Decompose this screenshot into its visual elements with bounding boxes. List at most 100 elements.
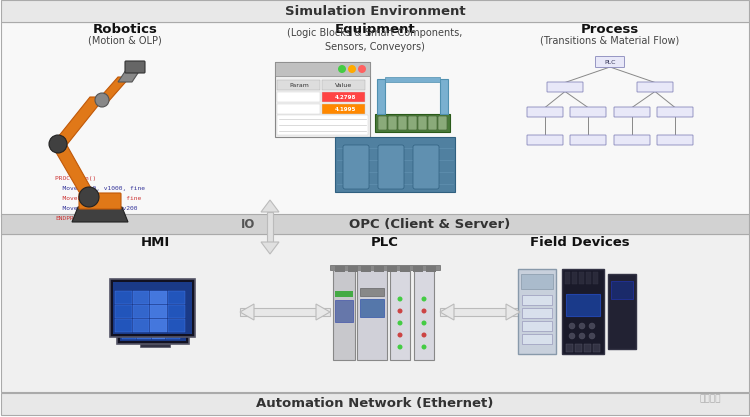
Text: Params: Params bbox=[289, 118, 309, 123]
FancyBboxPatch shape bbox=[527, 107, 563, 117]
Circle shape bbox=[95, 93, 109, 107]
Polygon shape bbox=[240, 304, 254, 320]
Polygon shape bbox=[261, 200, 279, 212]
Circle shape bbox=[569, 333, 575, 339]
FancyBboxPatch shape bbox=[122, 328, 136, 339]
FancyBboxPatch shape bbox=[440, 308, 520, 316]
FancyBboxPatch shape bbox=[570, 107, 606, 117]
FancyBboxPatch shape bbox=[140, 339, 170, 347]
FancyBboxPatch shape bbox=[596, 56, 625, 68]
Polygon shape bbox=[50, 142, 96, 197]
Circle shape bbox=[398, 309, 403, 314]
FancyBboxPatch shape bbox=[562, 269, 604, 354]
Circle shape bbox=[49, 135, 67, 153]
FancyBboxPatch shape bbox=[586, 272, 591, 284]
Text: 4.1995: 4.1995 bbox=[334, 106, 356, 111]
FancyBboxPatch shape bbox=[322, 92, 365, 102]
Text: PLC: PLC bbox=[371, 236, 399, 249]
Text: Robotics: Robotics bbox=[92, 23, 158, 35]
Circle shape bbox=[338, 65, 346, 73]
FancyBboxPatch shape bbox=[152, 328, 165, 339]
Text: Param: Param bbox=[289, 83, 309, 88]
FancyBboxPatch shape bbox=[611, 281, 633, 299]
Circle shape bbox=[398, 321, 403, 326]
FancyBboxPatch shape bbox=[377, 79, 385, 114]
FancyBboxPatch shape bbox=[547, 82, 583, 92]
FancyBboxPatch shape bbox=[1, 234, 749, 392]
FancyBboxPatch shape bbox=[240, 308, 330, 316]
FancyBboxPatch shape bbox=[330, 265, 440, 270]
Text: OPC (Client & Server): OPC (Client & Server) bbox=[350, 218, 511, 231]
FancyBboxPatch shape bbox=[440, 79, 448, 114]
FancyBboxPatch shape bbox=[335, 300, 353, 322]
FancyBboxPatch shape bbox=[1, 393, 749, 415]
Circle shape bbox=[79, 187, 99, 207]
FancyBboxPatch shape bbox=[387, 266, 397, 272]
FancyBboxPatch shape bbox=[335, 137, 455, 192]
FancyBboxPatch shape bbox=[527, 135, 563, 145]
FancyBboxPatch shape bbox=[408, 116, 417, 130]
FancyBboxPatch shape bbox=[657, 135, 693, 145]
FancyBboxPatch shape bbox=[614, 107, 650, 117]
FancyBboxPatch shape bbox=[150, 291, 167, 304]
FancyBboxPatch shape bbox=[333, 270, 355, 360]
FancyBboxPatch shape bbox=[360, 299, 384, 317]
FancyBboxPatch shape bbox=[168, 319, 184, 332]
Text: PLC: PLC bbox=[604, 60, 616, 65]
FancyBboxPatch shape bbox=[152, 303, 165, 314]
FancyBboxPatch shape bbox=[166, 315, 180, 327]
Polygon shape bbox=[96, 77, 130, 102]
FancyBboxPatch shape bbox=[277, 104, 320, 114]
FancyBboxPatch shape bbox=[1, 214, 749, 234]
FancyBboxPatch shape bbox=[150, 305, 167, 318]
FancyBboxPatch shape bbox=[360, 288, 384, 296]
FancyBboxPatch shape bbox=[115, 291, 132, 304]
Polygon shape bbox=[72, 207, 128, 222]
Polygon shape bbox=[118, 70, 140, 82]
Text: IO: IO bbox=[241, 218, 255, 231]
FancyBboxPatch shape bbox=[374, 266, 384, 272]
Circle shape bbox=[579, 323, 585, 329]
Text: MoveJ p10, v1000, fine: MoveJ p10, v1000, fine bbox=[55, 186, 145, 191]
Text: PROC main(): PROC main() bbox=[55, 176, 96, 181]
FancyBboxPatch shape bbox=[428, 116, 437, 130]
FancyBboxPatch shape bbox=[117, 292, 189, 344]
FancyBboxPatch shape bbox=[79, 193, 121, 209]
Text: ENDPROC: ENDPROC bbox=[55, 216, 81, 221]
FancyBboxPatch shape bbox=[657, 107, 693, 117]
FancyBboxPatch shape bbox=[375, 114, 450, 132]
Text: (Transitions & Material Flow): (Transitions & Material Flow) bbox=[540, 35, 680, 45]
FancyBboxPatch shape bbox=[277, 80, 320, 90]
FancyBboxPatch shape bbox=[426, 266, 436, 272]
FancyBboxPatch shape bbox=[521, 274, 553, 289]
FancyBboxPatch shape bbox=[398, 116, 407, 130]
FancyBboxPatch shape bbox=[120, 295, 186, 341]
FancyBboxPatch shape bbox=[115, 319, 132, 332]
FancyBboxPatch shape bbox=[136, 303, 151, 314]
FancyBboxPatch shape bbox=[593, 272, 598, 284]
FancyBboxPatch shape bbox=[518, 269, 556, 354]
FancyBboxPatch shape bbox=[614, 135, 650, 145]
FancyBboxPatch shape bbox=[522, 321, 552, 331]
Text: (Motion & OLP): (Motion & OLP) bbox=[88, 35, 162, 45]
Polygon shape bbox=[316, 304, 330, 320]
FancyBboxPatch shape bbox=[1, 0, 749, 22]
FancyBboxPatch shape bbox=[414, 270, 434, 360]
FancyBboxPatch shape bbox=[152, 315, 165, 327]
FancyBboxPatch shape bbox=[357, 270, 387, 360]
Circle shape bbox=[422, 332, 427, 337]
FancyBboxPatch shape bbox=[168, 305, 184, 318]
FancyBboxPatch shape bbox=[584, 344, 591, 352]
FancyBboxPatch shape bbox=[122, 315, 136, 327]
FancyBboxPatch shape bbox=[113, 282, 192, 334]
FancyBboxPatch shape bbox=[378, 116, 387, 130]
Text: 天拓四方: 天拓四方 bbox=[699, 394, 721, 404]
Circle shape bbox=[348, 65, 356, 73]
Circle shape bbox=[579, 333, 585, 339]
FancyBboxPatch shape bbox=[438, 116, 447, 130]
FancyBboxPatch shape bbox=[388, 116, 397, 130]
FancyBboxPatch shape bbox=[522, 334, 552, 344]
Text: HMI: HMI bbox=[140, 236, 170, 249]
FancyBboxPatch shape bbox=[566, 294, 600, 316]
FancyBboxPatch shape bbox=[133, 305, 149, 318]
